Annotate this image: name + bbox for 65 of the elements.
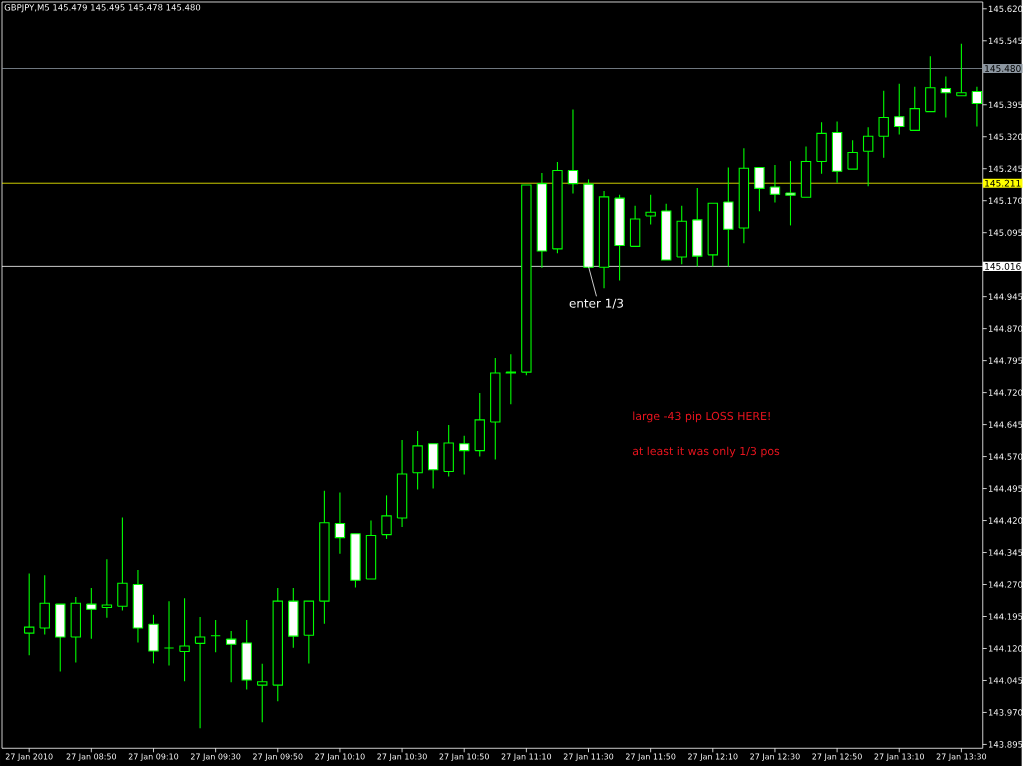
candlestick	[179, 597, 190, 682]
y-tick-label: 143.970	[988, 709, 1023, 716]
candlestick	[194, 616, 206, 729]
ref-line-label: 145.016	[985, 262, 1021, 270]
candlestick	[925, 55, 936, 113]
candlestick	[490, 357, 501, 461]
y-tick-label: 144.570	[988, 453, 1023, 460]
y-tick-label: 145.095	[988, 229, 1023, 236]
y-tick-label: 145.320	[988, 133, 1023, 140]
y-tick-label: 143.895	[988, 741, 1023, 748]
candlestick	[117, 516, 128, 611]
candlestick	[241, 619, 252, 690]
candlestick	[334, 491, 346, 555]
y-tick-label: 144.870	[988, 325, 1023, 332]
candlestick	[769, 164, 781, 203]
candlestick	[909, 86, 920, 131]
candlestick	[319, 490, 330, 625]
candlestick	[754, 166, 765, 212]
chart-title: GBPJPY,M5 145.479 145.495 145.478 145.480	[4, 4, 201, 13]
candlestick	[521, 184, 532, 376]
candlestick	[427, 443, 439, 490]
candlestick	[55, 603, 66, 672]
y-tick-label: 144.945	[988, 293, 1023, 300]
candlestick	[831, 120, 843, 184]
candlestick	[23, 572, 35, 656]
candlestick	[862, 126, 874, 187]
y-tick-label: 144.495	[988, 485, 1023, 492]
annotation: enter 1/3	[569, 298, 624, 309]
candlestick	[847, 139, 858, 170]
candlestick	[365, 519, 377, 580]
candlestick	[350, 533, 361, 588]
candlestick	[878, 90, 889, 159]
candlestick	[800, 145, 812, 198]
y-tick-label: 145.395	[988, 101, 1023, 108]
candlestick	[505, 353, 517, 405]
candlestick	[629, 205, 641, 247]
candlestick	[816, 121, 827, 175]
y-tick-label: 144.195	[988, 613, 1023, 620]
candlestick	[163, 600, 175, 666]
y-tick-label: 144.420	[988, 517, 1023, 524]
ref-line-label: 145.211	[985, 179, 1021, 187]
y-tick-label: 144.345	[988, 549, 1023, 556]
ref-line-label: 145.480	[985, 65, 1021, 72]
candlestick	[303, 600, 315, 664]
annotation: large -43 pip LOSS HERE!	[633, 411, 770, 423]
candlestick	[956, 43, 967, 97]
candlestick	[101, 558, 113, 619]
candlestick	[598, 190, 610, 289]
y-tick-label: 144.720	[988, 389, 1023, 396]
candlestick	[132, 569, 144, 643]
y-tick-label: 144.045	[988, 677, 1023, 684]
candlestick	[257, 663, 268, 723]
y-tick-label: 145.170	[988, 197, 1023, 204]
candlestick	[738, 147, 750, 244]
y-tick-label: 145.245	[988, 165, 1023, 172]
candlestick	[785, 160, 796, 226]
y-tick-label: 145.545	[988, 37, 1023, 44]
y-tick-label: 145.620	[988, 5, 1023, 12]
y-tick-label: 144.120	[988, 645, 1023, 652]
candlestick	[396, 439, 408, 528]
y-tick-label: 144.795	[988, 357, 1023, 364]
candlestick	[567, 108, 579, 194]
y-tick-label: 144.645	[988, 421, 1023, 428]
annotation: at least it was only 1/3 pos	[632, 446, 780, 458]
y-tick-label: 144.270	[988, 581, 1023, 588]
